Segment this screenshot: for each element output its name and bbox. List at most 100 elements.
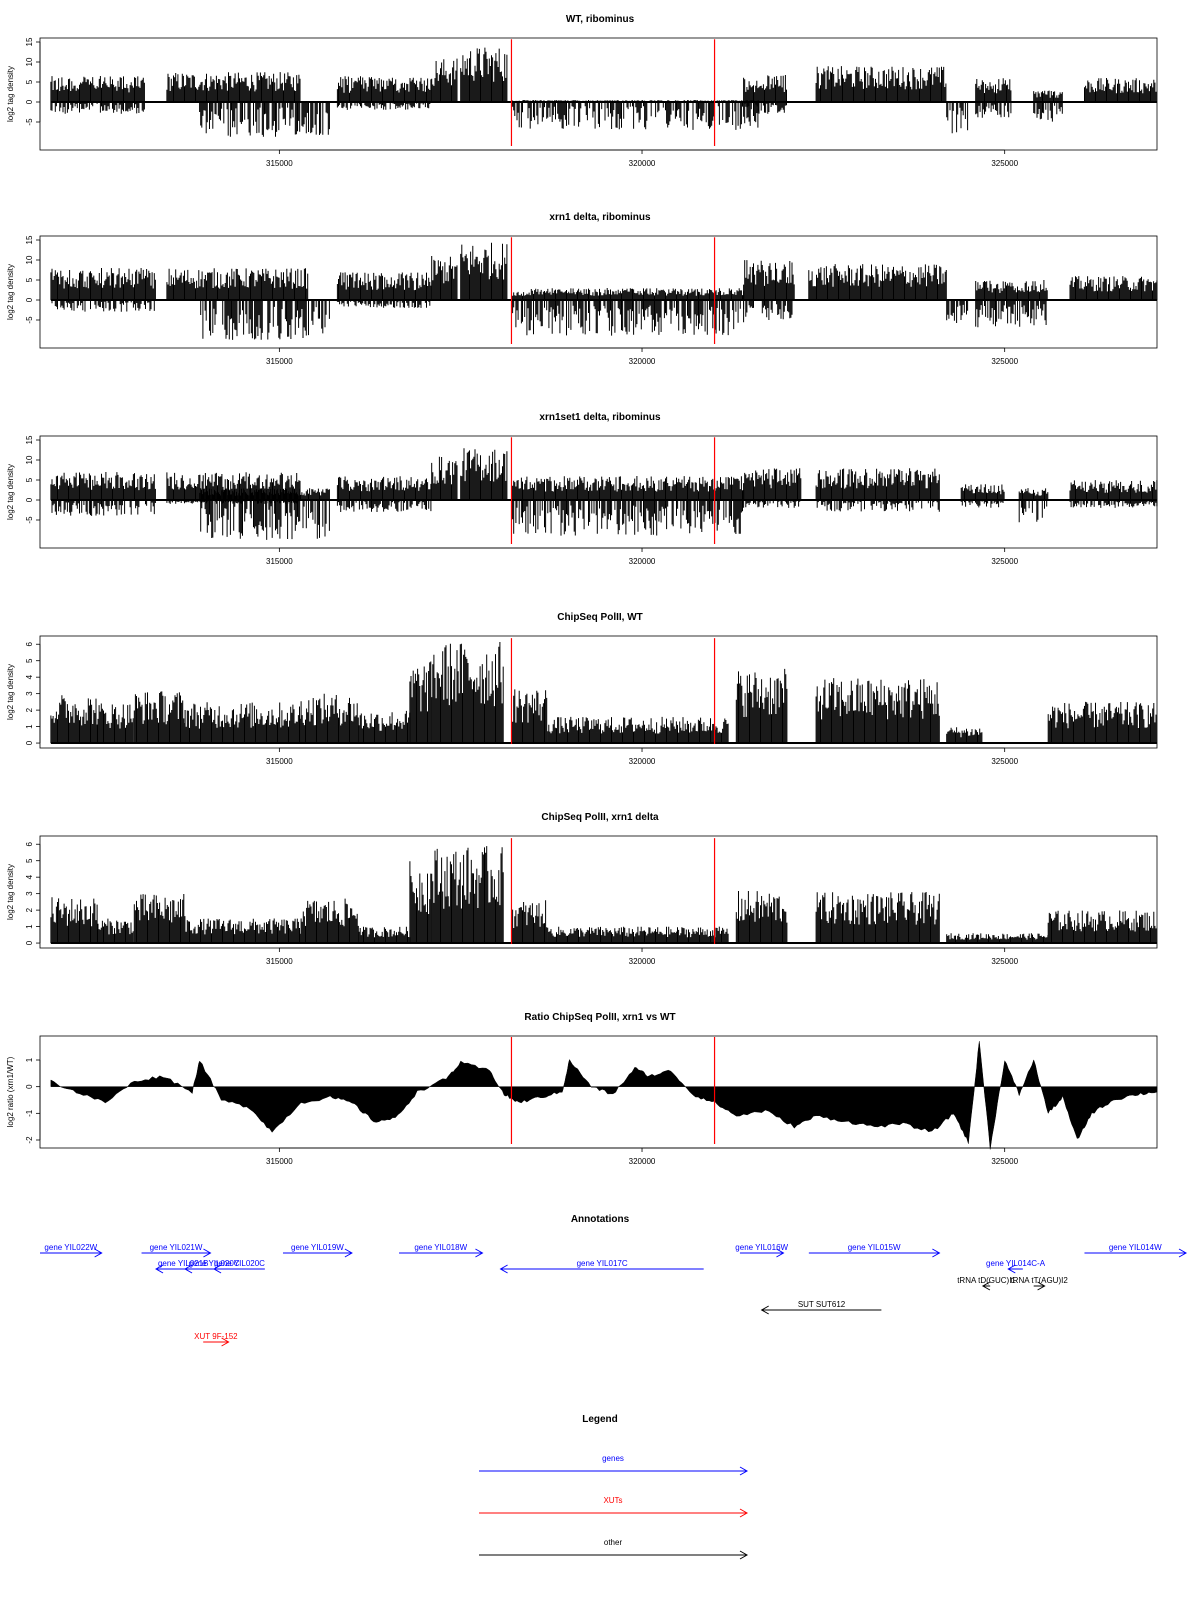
signal-segment [1069,480,1158,508]
panel-title: Ratio ChipSeq PolII, xrn1 vs WT [524,1012,675,1023]
annotation-label: gene YIL016W [735,1243,788,1252]
signal-segment [50,76,145,114]
x-tick-label: 325000 [991,557,1018,566]
y-tick-label: 2 [25,907,34,912]
y-tick-label: 4 [25,874,34,879]
y-tick-label: 10 [25,255,34,264]
y-tick-label: 1 [25,924,34,929]
signal-segment [431,846,504,944]
signal-segment [743,75,787,114]
signal-segment [808,264,947,300]
annotation-label: gene YIL020C [189,1259,240,1268]
signal-segment [358,926,411,944]
signal-segment [97,703,134,744]
signal-segment [431,456,458,500]
x-tick-label: 325000 [991,757,1018,766]
y-tick-label: 1 [25,1057,34,1062]
x-tick-label: 315000 [266,1157,293,1166]
y-axis-label: log2 ratio (xrn1/WT) [6,1056,15,1127]
y-tick-label: 15 [25,37,34,46]
y-tick-label: 10 [25,57,34,66]
annotations-panel: Annotations gene YIL022W gene YIL021W gene … [40,1214,1188,1347]
annotation-feature: gene YIL022W [40,1243,103,1258]
annotation-label: tRNA tT(AGU)I2 [1010,1276,1068,1285]
signal-segment [1084,78,1157,102]
signal-segment [735,668,788,744]
y-tick-label: 6 [25,641,34,646]
x-tick-label: 325000 [991,357,1018,366]
annotation-label: gene YIL021W [150,1243,203,1252]
annotation-label: gene YIL019W [291,1243,344,1252]
signal-segment [975,78,1012,118]
annotation-feature: gene YIL015W [808,1243,941,1258]
signal-segment [946,933,1049,944]
y-axis-label: log2 tag density [6,664,15,720]
annotation-label: gene YIL015W [848,1243,901,1252]
signal-segment [511,100,759,130]
annotation-feature: gene YIL018W [399,1243,484,1258]
signal-segment [547,716,729,744]
signal-segment [431,256,458,300]
signal-segment [97,918,134,944]
signal-segment [815,892,940,944]
y-tick-label: -2 [25,1136,34,1144]
track-panel: xrn1set1 delta, ribominus -5 0 5 10 15 log2 ta… [6,412,1158,566]
signal-segment [50,897,98,944]
y-tick-label: 5 [25,477,34,482]
signal-segment [409,661,432,744]
y-tick-label: 0 [25,940,34,945]
y-tick-label: 0 [25,99,34,104]
panel-title: WT, ribominus [566,14,635,25]
y-tick-label: 15 [25,435,34,444]
annotation-feature: tRNA tD(GUC)I1 [957,1276,1016,1291]
annotation-label: gene YIL020C [214,1259,265,1268]
signal-segment [184,702,302,744]
signal-segment [199,102,330,137]
annotation-feature: gene YIL014C-A [986,1259,1046,1274]
annotation-feature: XUT 9F-152 [194,1332,238,1347]
annotation-feature: tRNA tT(AGU)I2 [1010,1276,1068,1291]
y-axis-label: log2 tag density [6,264,15,320]
signal-segment [358,710,411,744]
signal-segment [431,58,458,102]
annotation-feature: gene YIL014W [1084,1243,1188,1258]
track-panel: xrn1 delta, ribominus -5 0 5 10 15 log2 tag de… [6,212,1158,366]
annotations-title: Annotations [571,1214,630,1225]
signal-segment [946,727,983,744]
y-axis-label: log2 tag density [6,464,15,520]
x-tick-label: 320000 [629,557,656,566]
annotation-label: gene YIL017C [577,1259,628,1268]
ratio-area [50,1041,1158,1150]
legend-label: genes [602,1454,624,1463]
signal-segment [133,894,186,944]
annotation-label: XUT 9F-152 [194,1332,238,1341]
x-tick-label: 320000 [629,757,656,766]
annotation-label: gene YIL021B [158,1259,209,1268]
legend-title: Legend [582,1414,618,1425]
y-tick-label: 2 [25,707,34,712]
panel-title: xrn1 delta, ribominus [549,212,651,223]
y-tick-label: 0 [25,740,34,745]
signal-segment [50,268,156,312]
y-axis-label: log2 tag density [6,864,15,920]
x-tick-label: 320000 [629,957,656,966]
signal-segment [815,468,940,512]
signal-segment [946,102,969,134]
signal-segment [50,695,98,744]
y-tick-label: -5 [25,516,34,524]
x-tick-label: 320000 [629,357,656,366]
signal-segment [336,272,432,308]
x-tick-label: 315000 [266,357,293,366]
annotation-label: gene YIL014W [1109,1243,1162,1252]
legend-item: genes [479,1454,749,1476]
y-tick-label: 5 [25,658,34,663]
y-tick-label: -5 [25,316,34,324]
x-tick-label: 315000 [266,557,293,566]
annotation-feature: gene YIL021W [141,1243,212,1258]
signal-segment [547,926,729,944]
signal-segment [336,76,432,110]
track-panel: Ratio ChipSeq PolII, xrn1 vs WT -2 -1 0 1 log… [6,1012,1158,1166]
annotation-label: gene YIL022W [44,1243,97,1252]
signal-segment [409,861,432,944]
signal-segment [199,488,330,540]
